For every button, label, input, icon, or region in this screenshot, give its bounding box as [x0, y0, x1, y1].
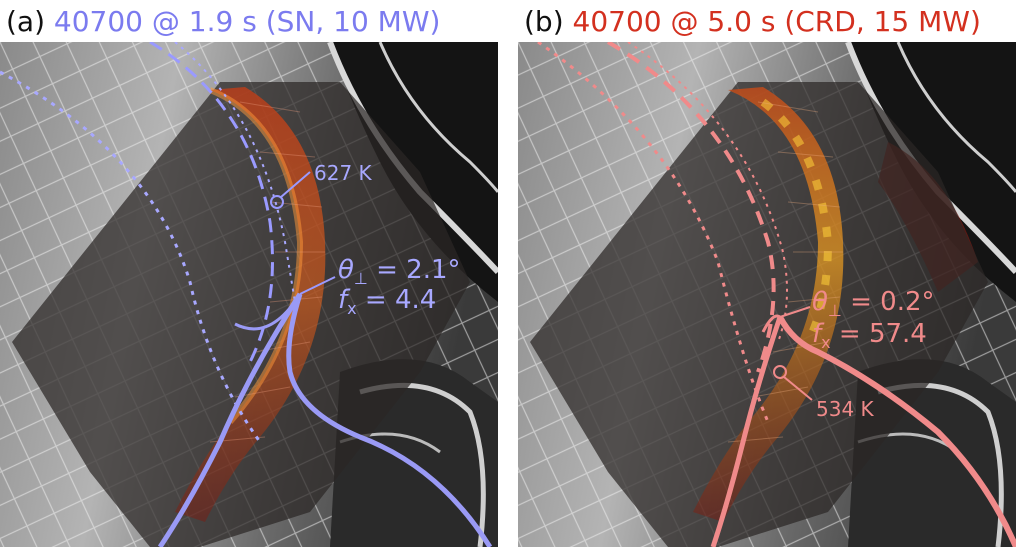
- panel-a-theta-symbol: θ: [338, 255, 354, 285]
- panel-b-theta-label: θ⊥ = 0.2°: [812, 287, 935, 320]
- panel-b-title-text: 40700 @ 5.0 s (CRD, 15 MW): [572, 5, 981, 38]
- panel-b-letter: (b): [524, 5, 564, 38]
- panel-b-temp-label: 534 K: [816, 397, 875, 421]
- panel-b: (b) 40700 @ 5.0 s (CRD, 15 MW): [518, 0, 1016, 547]
- panel-a-letter: (a): [6, 5, 46, 38]
- panel-a-title-text: 40700 @ 1.9 s (SN, 10 MW): [53, 5, 441, 38]
- panel-b-theta-value: = 0.2°: [842, 287, 935, 317]
- panel-b-fx-value: = 57.4: [831, 319, 927, 349]
- panel-b-image: 534 K θ⊥ = 0.2° fx = 57.4: [518, 42, 1016, 547]
- panel-a-vessel-render: 627 K θ⊥ = 2.1° fx = 4.4: [0, 42, 498, 547]
- panel-b-fx-sub: x: [821, 333, 830, 352]
- panel-a-fx-sub: x: [347, 299, 356, 318]
- panel-a-title: (a) 40700 @ 1.9 s (SN, 10 MW): [6, 2, 440, 42]
- panel-b-fx-label: fx = 57.4: [812, 319, 927, 352]
- panel-a-fx-value: = 4.4: [357, 285, 437, 315]
- panel-a-image: 627 K θ⊥ = 2.1° fx = 4.4: [0, 42, 498, 547]
- panel-a-temp-label: 627 K: [314, 161, 373, 185]
- panel-a-theta-value: = 2.1°: [368, 255, 461, 285]
- panel-a: (a) 40700 @ 1.9 s (SN, 10 MW): [0, 0, 498, 547]
- panel-a-theta-label: θ⊥ = 2.1°: [338, 255, 461, 288]
- panel-b-title: (b) 40700 @ 5.0 s (CRD, 15 MW): [524, 2, 981, 42]
- panel-b-theta-symbol: θ: [812, 287, 828, 317]
- panel-b-vessel-render: 534 K θ⊥ = 0.2° fx = 57.4: [518, 42, 1016, 547]
- panel-b-theta-sub: ⊥: [828, 301, 842, 320]
- panel-a-theta-sub: ⊥: [354, 269, 368, 288]
